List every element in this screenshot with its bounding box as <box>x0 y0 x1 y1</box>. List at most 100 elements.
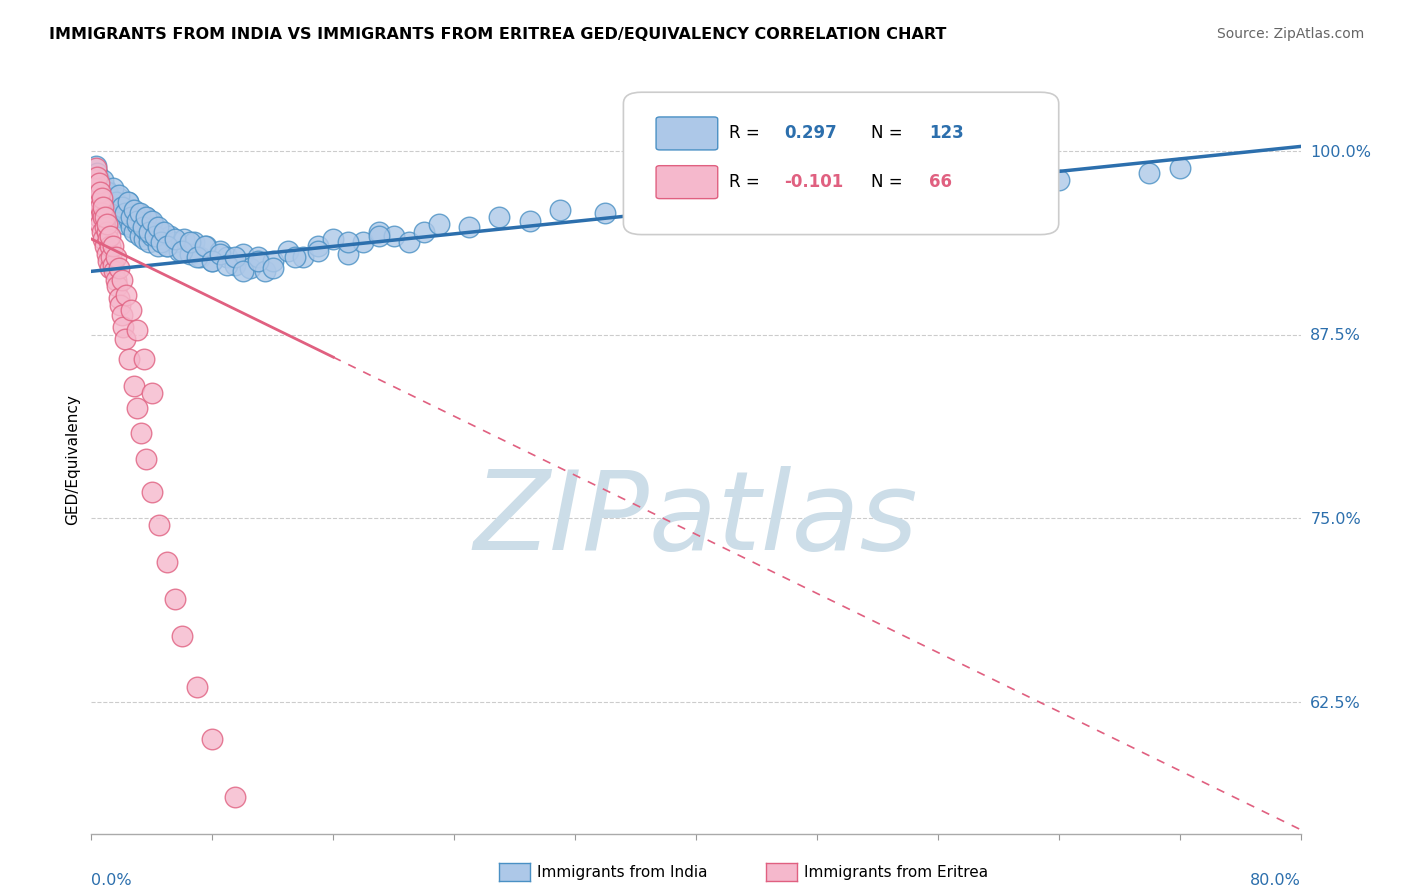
Point <box>86 166 108 180</box>
Text: R =: R = <box>728 125 765 143</box>
Point <box>413 225 436 239</box>
Point <box>100 250 122 264</box>
Point <box>86 188 108 202</box>
Point <box>96 217 118 231</box>
Point <box>548 202 571 217</box>
Point <box>141 214 163 228</box>
Point <box>93 200 115 214</box>
Point <box>640 195 662 210</box>
Point <box>84 195 107 210</box>
Point <box>149 235 172 249</box>
Point <box>322 232 344 246</box>
Point <box>111 309 132 323</box>
Point <box>134 232 156 246</box>
Point <box>153 225 176 239</box>
Point <box>519 214 541 228</box>
Point <box>114 205 136 219</box>
Point <box>124 210 146 224</box>
Point <box>111 273 132 287</box>
FancyBboxPatch shape <box>623 92 1059 235</box>
Point <box>104 250 127 264</box>
Point <box>115 205 138 219</box>
Point <box>98 191 121 205</box>
Point <box>866 185 889 199</box>
Point <box>488 210 510 224</box>
Point <box>108 298 131 312</box>
Point <box>91 225 114 239</box>
Point <box>201 254 224 268</box>
Point <box>458 220 481 235</box>
Point <box>100 195 122 210</box>
Text: 0.0%: 0.0% <box>91 873 132 888</box>
Point <box>87 210 110 224</box>
Point <box>284 250 307 264</box>
Point <box>104 200 127 214</box>
Point <box>135 210 157 224</box>
FancyBboxPatch shape <box>657 117 717 150</box>
Point <box>148 518 170 533</box>
Point <box>217 250 239 264</box>
Text: Immigrants from India: Immigrants from India <box>537 865 707 880</box>
Point <box>246 841 269 855</box>
Point <box>121 202 143 217</box>
Point <box>114 217 136 231</box>
Point <box>194 239 217 253</box>
Point <box>84 161 107 176</box>
Point <box>101 188 124 202</box>
Point <box>143 229 166 244</box>
Point <box>93 232 115 246</box>
Point <box>186 680 208 694</box>
Point <box>107 191 129 205</box>
Point <box>987 180 1010 194</box>
Point <box>201 254 224 268</box>
Point <box>156 555 179 569</box>
Point <box>159 229 181 244</box>
Point <box>91 205 114 219</box>
Point <box>153 232 176 246</box>
Point <box>115 288 138 302</box>
Point <box>122 379 145 393</box>
Point <box>117 195 139 210</box>
Point <box>398 235 420 249</box>
Text: 123: 123 <box>929 125 965 143</box>
Point <box>163 591 186 606</box>
Text: -0.101: -0.101 <box>785 173 844 191</box>
Point <box>208 244 231 258</box>
Point <box>122 225 145 239</box>
Point <box>141 229 163 244</box>
Point <box>129 214 152 228</box>
Point <box>108 202 131 217</box>
Text: Immigrants from Eritrea: Immigrants from Eritrea <box>804 865 988 880</box>
Point <box>136 225 159 239</box>
Point <box>98 239 121 253</box>
Point <box>337 246 360 260</box>
Text: IMMIGRANTS FROM INDIA VS IMMIGRANTS FROM ERITREA GED/EQUIVALENCY CORRELATION CHA: IMMIGRANTS FROM INDIA VS IMMIGRANTS FROM… <box>49 27 946 42</box>
Point <box>117 195 139 210</box>
Point <box>111 210 132 224</box>
Point <box>163 232 186 246</box>
Point <box>262 254 284 268</box>
Point <box>104 273 127 287</box>
Point <box>134 352 156 367</box>
Point <box>111 200 132 214</box>
Point <box>146 220 169 235</box>
Text: ZIPatlas: ZIPatlas <box>474 466 918 573</box>
Point <box>138 225 160 239</box>
Point <box>112 200 135 214</box>
Point <box>224 790 246 805</box>
Point <box>87 191 110 205</box>
Point <box>224 250 246 264</box>
Point <box>96 191 118 205</box>
Point <box>101 180 124 194</box>
Point <box>337 235 360 249</box>
Point <box>307 239 329 253</box>
Point <box>254 264 277 278</box>
Point <box>231 246 253 260</box>
Point <box>188 250 211 264</box>
FancyBboxPatch shape <box>657 166 717 199</box>
Point <box>125 217 148 231</box>
Point <box>224 259 246 273</box>
Point <box>98 229 121 244</box>
Point <box>93 173 115 187</box>
Point <box>94 239 117 253</box>
